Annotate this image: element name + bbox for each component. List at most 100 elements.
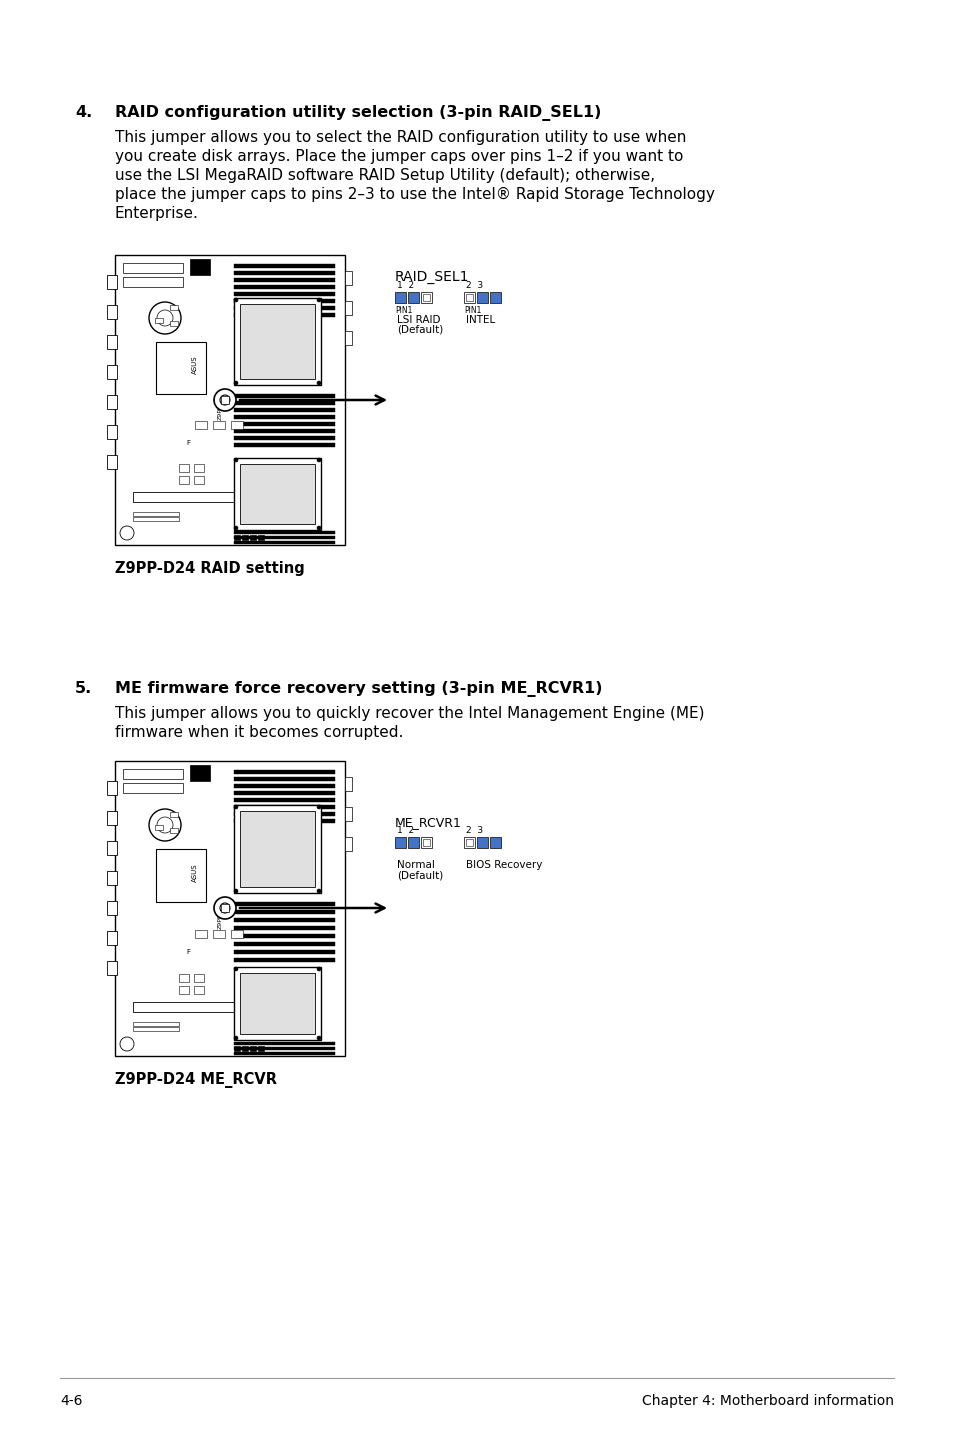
Bar [233,798,335,802]
Bar [107,395,117,408]
Bar [233,942,335,946]
Circle shape [316,966,320,971]
Bar [233,265,335,267]
Bar [242,1045,248,1051]
Bar [240,974,314,1034]
Bar [233,951,335,953]
Bar [233,443,335,447]
Bar [345,301,352,315]
Circle shape [233,966,237,971]
Bar [490,837,500,848]
Bar [233,805,320,893]
Bar [213,930,225,938]
Bar [221,395,229,404]
Bar [233,429,335,433]
Text: Enterprise.: Enterprise. [115,206,198,221]
Bar [193,476,204,485]
Bar [233,313,335,316]
Text: Chapter 4: Motherboard information: Chapter 4: Motherboard information [641,1393,893,1408]
Bar [190,259,210,275]
Bar [132,1027,179,1031]
Bar [154,825,163,830]
Bar [233,306,335,311]
Bar [132,518,179,521]
Circle shape [157,817,172,833]
Bar [233,408,335,413]
Bar [221,905,229,912]
Bar [233,917,335,922]
Bar [233,902,335,906]
Bar [233,958,335,962]
Text: 1  2: 1 2 [396,825,414,835]
Circle shape [316,526,320,531]
Bar [233,966,320,1040]
Bar [213,421,225,429]
Text: F: F [186,949,190,955]
Bar [233,791,335,795]
Circle shape [220,903,230,913]
Circle shape [233,1035,237,1040]
Circle shape [316,805,320,810]
Text: PIN1: PIN1 [463,306,481,315]
Bar [408,292,418,303]
Text: ASUS: ASUS [192,355,198,374]
Bar [170,305,178,311]
Bar [123,263,183,273]
Circle shape [233,889,237,893]
Bar [345,807,352,821]
Bar [115,255,345,545]
Bar [345,331,352,345]
Circle shape [149,302,181,334]
Circle shape [316,889,320,893]
Circle shape [316,457,320,462]
Circle shape [233,381,237,385]
Circle shape [316,1035,320,1040]
Bar [233,292,335,296]
Bar [422,838,430,846]
Bar [233,777,335,781]
Bar [193,974,204,982]
Bar [107,841,117,856]
Bar [156,342,206,394]
Bar [476,292,488,303]
Bar [233,1045,240,1051]
Text: 2  3: 2 3 [465,280,482,290]
Bar [422,293,430,301]
Bar [190,765,210,781]
Bar [408,837,418,848]
Circle shape [157,311,172,326]
Text: 5.: 5. [75,682,92,696]
Bar [233,421,335,426]
Text: place the jumper caps to pins 2–3 to use the Intel® Rapid Storage Technology: place the jumper caps to pins 2–3 to use… [115,187,714,201]
Bar [233,270,335,275]
Bar [231,421,243,429]
Bar [107,275,117,289]
Circle shape [233,526,237,531]
Bar [170,828,178,833]
Text: 4-6: 4-6 [60,1393,82,1408]
Text: F: F [186,440,190,446]
Bar [107,454,117,469]
Text: firmware when it becomes corrupted.: firmware when it becomes corrupted. [115,725,403,741]
Circle shape [213,897,235,919]
Bar [179,464,189,472]
Bar [345,270,352,285]
Bar [170,812,178,817]
Bar [179,476,189,485]
Bar [154,318,163,324]
Text: 1  2: 1 2 [396,280,414,290]
Text: Z9PP-D24 ME_RCVR: Z9PP-D24 ME_RCVR [115,1071,276,1089]
Text: ME_RCVR1: ME_RCVR1 [395,815,461,828]
Text: Normal: Normal [396,860,435,870]
Text: (Default): (Default) [396,870,443,880]
Bar [233,784,335,788]
Bar [179,986,189,994]
Bar [123,769,183,779]
Bar [233,278,335,282]
Bar [465,838,473,846]
Bar [156,848,206,902]
Text: Z9PP-D24: Z9PP-D24 [217,390,222,420]
Bar [240,811,314,887]
Bar [107,871,117,884]
Bar [123,784,183,792]
